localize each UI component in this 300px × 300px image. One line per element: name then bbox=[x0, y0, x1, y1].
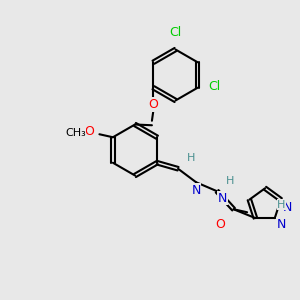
Text: N: N bbox=[191, 184, 201, 197]
Text: O: O bbox=[84, 125, 94, 138]
Text: H: H bbox=[187, 153, 195, 163]
Text: N: N bbox=[218, 192, 227, 205]
Text: Cl: Cl bbox=[208, 80, 220, 93]
Text: N: N bbox=[282, 201, 292, 214]
Text: H: H bbox=[226, 176, 234, 186]
Text: N: N bbox=[276, 218, 286, 231]
Text: CH₃: CH₃ bbox=[65, 128, 86, 138]
Text: O: O bbox=[148, 98, 158, 111]
Text: Cl: Cl bbox=[169, 26, 181, 39]
Text: H: H bbox=[277, 200, 286, 210]
Text: O: O bbox=[215, 218, 225, 231]
